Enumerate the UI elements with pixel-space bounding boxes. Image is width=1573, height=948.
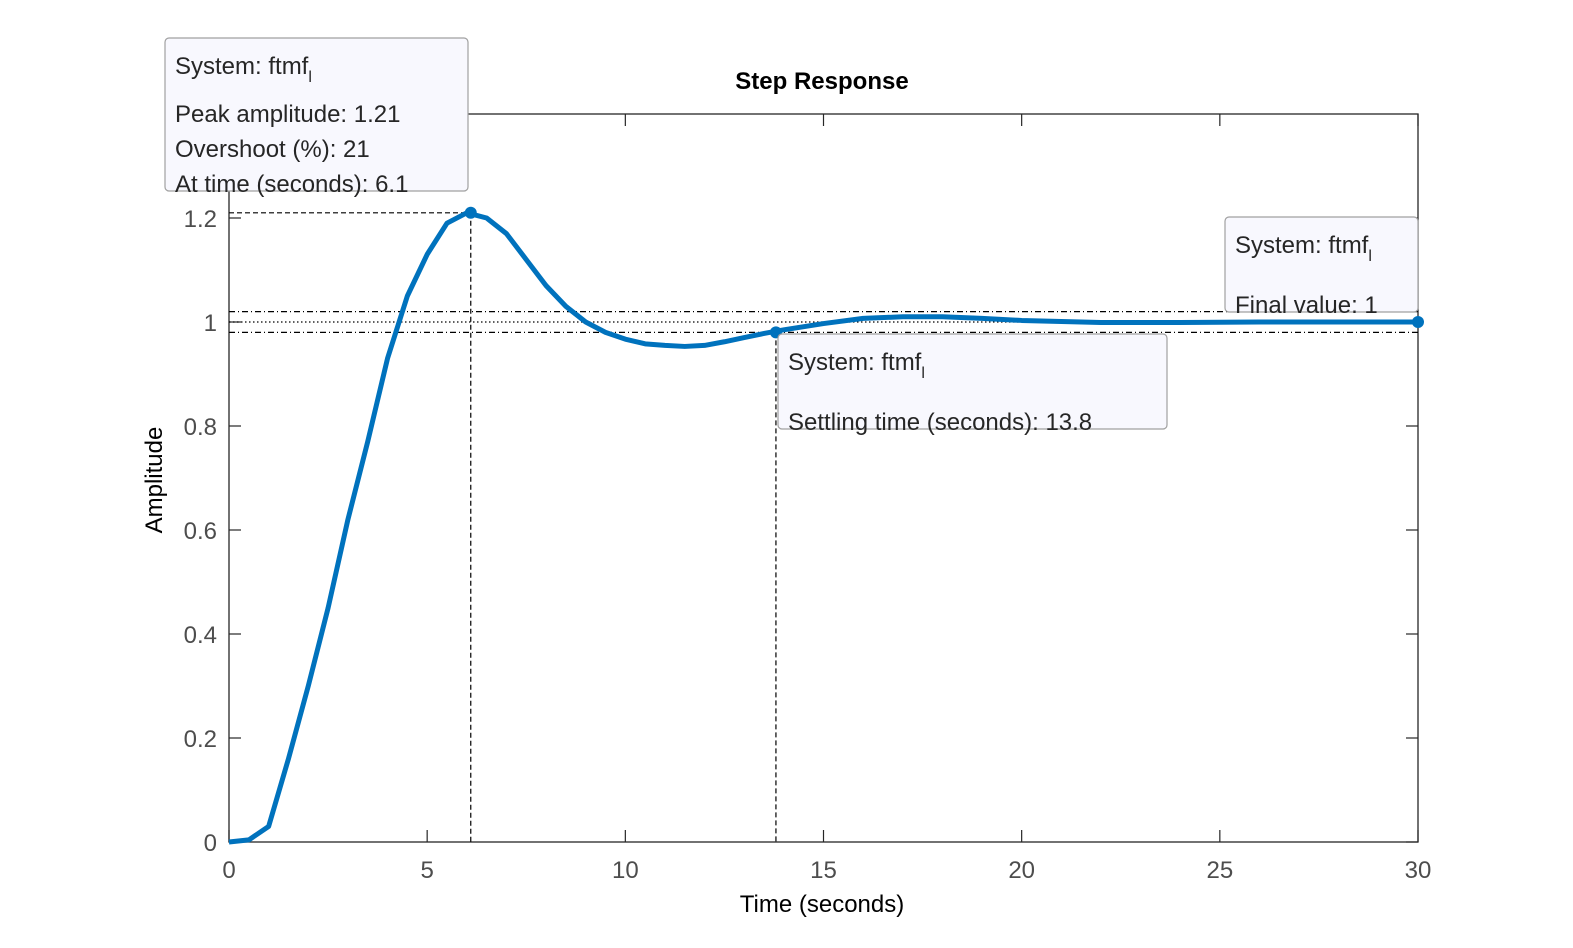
datatip-line: Overshoot (%): 21 xyxy=(175,136,370,163)
x-tick-label: 5 xyxy=(420,857,433,884)
x-tick-label: 15 xyxy=(810,857,837,884)
datatip-system: System: ftmfl xyxy=(175,53,312,86)
datatip-system-name: System: ftmf xyxy=(175,53,309,80)
chart-title: Step Response xyxy=(735,68,908,95)
datatip-system-name: System: ftmf xyxy=(788,349,922,376)
datatip-system-name: System: ftmf xyxy=(1235,232,1369,259)
y-tick-label: 0 xyxy=(204,830,217,857)
y-tick-label: 1.2 xyxy=(184,206,217,233)
x-tick-label: 20 xyxy=(1008,857,1035,884)
y-axis-label: Amplitude xyxy=(141,427,168,534)
datatip-system-subscript: l xyxy=(921,365,925,382)
y-tick-label: 0.8 xyxy=(184,414,217,441)
datatip-box xyxy=(1224,216,1419,313)
x-tick-label: 10 xyxy=(612,857,639,884)
datatip-line: Peak amplitude: 1.21 xyxy=(175,101,400,128)
datatip-system-subscript: l xyxy=(308,69,312,86)
datatip-system-subscript: l xyxy=(1368,248,1372,265)
y-tick-label: 1 xyxy=(204,310,217,337)
x-tick-label: 30 xyxy=(1405,857,1432,884)
datatip-system: System: ftmfl xyxy=(788,349,925,382)
datatip-system: System: ftmfl xyxy=(1235,232,1372,265)
y-tick-label: 0.6 xyxy=(184,518,217,545)
datatip-box xyxy=(164,37,469,192)
y-tick-label: 0.4 xyxy=(184,622,217,649)
datatip-line: Final value: 1 xyxy=(1235,292,1378,319)
datatip-line: Settling time (seconds): 13.8 xyxy=(788,409,1092,436)
response-line xyxy=(228,210,1418,845)
x-tick-label: 25 xyxy=(1206,857,1233,884)
datatip-marker xyxy=(1412,316,1424,328)
datatip-marker xyxy=(464,206,477,219)
plot-area xyxy=(228,113,1419,843)
datatip-line: At time (seconds): 6.1 xyxy=(175,171,408,198)
y-tick-label: 0.2 xyxy=(184,726,217,753)
datatip-box xyxy=(777,333,1168,430)
x-tick-label: 0 xyxy=(222,857,235,884)
x-axis-label: Time (seconds) xyxy=(740,891,904,918)
